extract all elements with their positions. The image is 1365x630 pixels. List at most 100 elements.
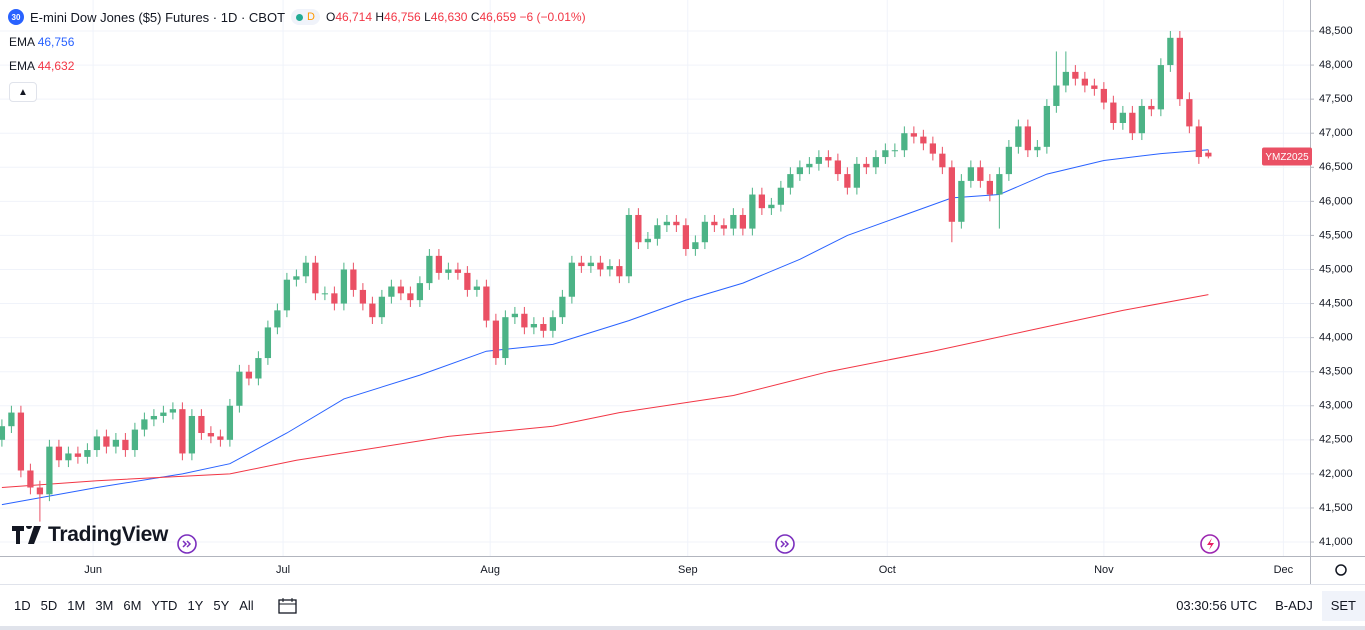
status-pill[interactable]: D bbox=[291, 9, 320, 25]
candle-body bbox=[198, 415, 205, 434]
candle-body bbox=[188, 415, 196, 454]
adjust-button[interactable]: B-ADJ bbox=[1275, 598, 1313, 613]
candle-body bbox=[625, 214, 633, 277]
candle-body bbox=[492, 320, 500, 359]
candle-body bbox=[1015, 126, 1022, 147]
settings-icon bbox=[1335, 564, 1347, 576]
status-badge: D bbox=[307, 11, 315, 23]
candle-body bbox=[302, 262, 310, 277]
range-button[interactable]: 3M bbox=[95, 598, 114, 613]
range-button[interactable]: 6M bbox=[123, 598, 142, 613]
candle-body bbox=[1148, 105, 1155, 110]
candle-body bbox=[673, 221, 680, 226]
range-button[interactable]: 5Y bbox=[213, 598, 230, 613]
candle-body bbox=[616, 266, 623, 277]
ohlc-value: 46,756 bbox=[384, 10, 421, 24]
range-button[interactable]: 1Y bbox=[187, 598, 204, 613]
ohlc-label: L bbox=[424, 10, 431, 24]
candle-body bbox=[597, 262, 604, 270]
y-tick-label: 48,500 bbox=[1319, 25, 1353, 37]
ema-legend: EMA 44,632 bbox=[9, 59, 74, 73]
ema-name: EMA bbox=[9, 35, 35, 49]
collapse-button[interactable]: ▲ bbox=[9, 82, 37, 102]
candle-body bbox=[768, 204, 775, 209]
ema-line bbox=[1, 149, 1209, 506]
ema-value: 44,632 bbox=[37, 59, 75, 73]
y-tick-label: 46,500 bbox=[1319, 161, 1353, 173]
candle-body bbox=[644, 238, 652, 243]
candle-body bbox=[882, 150, 889, 158]
candle-body bbox=[36, 487, 44, 495]
candle-body bbox=[920, 136, 927, 144]
candle-body bbox=[587, 262, 595, 267]
candle-body bbox=[217, 436, 224, 440]
candle-body bbox=[445, 269, 452, 273]
candle-body bbox=[1091, 85, 1098, 89]
candle-body bbox=[112, 439, 120, 447]
event-icon bbox=[177, 534, 197, 554]
range-button[interactable]: All bbox=[239, 598, 254, 613]
candle-body bbox=[84, 450, 91, 457]
candle-body bbox=[1138, 105, 1145, 134]
background bbox=[0, 0, 1365, 584]
header: 30 E-mini Dow Jones ($5) Futures · 1D · … bbox=[8, 9, 586, 25]
ohlc: O46,714 H46,756 L46,630 C46,659 −6 (−0.0… bbox=[326, 10, 586, 24]
ohlc-value: 46,630 bbox=[430, 10, 468, 24]
candle-body bbox=[967, 167, 974, 181]
range-button[interactable]: 1M bbox=[67, 598, 86, 613]
candle-body bbox=[806, 163, 813, 168]
candle-body bbox=[103, 436, 110, 447]
candle-body bbox=[872, 157, 880, 168]
candle-body bbox=[369, 303, 376, 318]
candle-body bbox=[435, 255, 443, 273]
event-icon bbox=[775, 534, 795, 554]
candle-body bbox=[283, 279, 291, 311]
change: −6 (−0.01%) bbox=[519, 10, 586, 24]
candle-body bbox=[844, 174, 851, 188]
candle-body bbox=[682, 225, 690, 250]
candle-body bbox=[255, 358, 262, 379]
event-bolt bbox=[1207, 538, 1214, 550]
candle-body bbox=[141, 419, 148, 430]
brand: TradingView bbox=[48, 523, 169, 546]
candle-body bbox=[340, 269, 348, 304]
candle-body bbox=[758, 194, 766, 209]
candle-body bbox=[207, 433, 215, 437]
x-tick-label: Dec bbox=[1274, 564, 1294, 576]
candle-body bbox=[473, 286, 481, 290]
candle-body bbox=[1119, 112, 1126, 123]
candle-body bbox=[1100, 88, 1107, 103]
candle-body bbox=[730, 214, 737, 229]
candle-body bbox=[293, 276, 300, 280]
date-range-icon[interactable] bbox=[277, 597, 299, 615]
session-button[interactable]: SET bbox=[1321, 590, 1365, 621]
y-tick-label: 48,000 bbox=[1319, 59, 1353, 71]
candle-body bbox=[350, 269, 357, 290]
range-button[interactable]: 5D bbox=[40, 598, 58, 613]
candle-body bbox=[891, 150, 899, 152]
candle-body bbox=[502, 317, 509, 359]
y-tick-label: 46,000 bbox=[1319, 195, 1353, 207]
range-button[interactable]: 1D bbox=[14, 598, 31, 613]
candle-body bbox=[863, 163, 870, 168]
candle-body bbox=[160, 412, 167, 416]
y-tick-label: 43,500 bbox=[1319, 366, 1353, 378]
x-tick-label: Nov bbox=[1094, 564, 1114, 576]
candle-body bbox=[226, 405, 234, 440]
candle-body bbox=[122, 439, 129, 451]
candle-body bbox=[1034, 146, 1041, 151]
brand-logo: TradingView bbox=[12, 523, 168, 547]
candle-body bbox=[796, 167, 804, 175]
candle-body bbox=[65, 453, 72, 461]
candle-body bbox=[236, 371, 243, 406]
candle-body bbox=[720, 225, 728, 229]
event-arrow bbox=[182, 540, 192, 548]
symbol-badge: 30 bbox=[8, 9, 24, 25]
range-button[interactable]: YTD bbox=[151, 598, 178, 613]
candle-body bbox=[521, 313, 528, 328]
candle-body bbox=[654, 225, 661, 239]
candle-body bbox=[711, 221, 718, 226]
candle-body bbox=[948, 167, 955, 222]
candle-body bbox=[407, 293, 414, 301]
candle-body bbox=[131, 429, 139, 451]
